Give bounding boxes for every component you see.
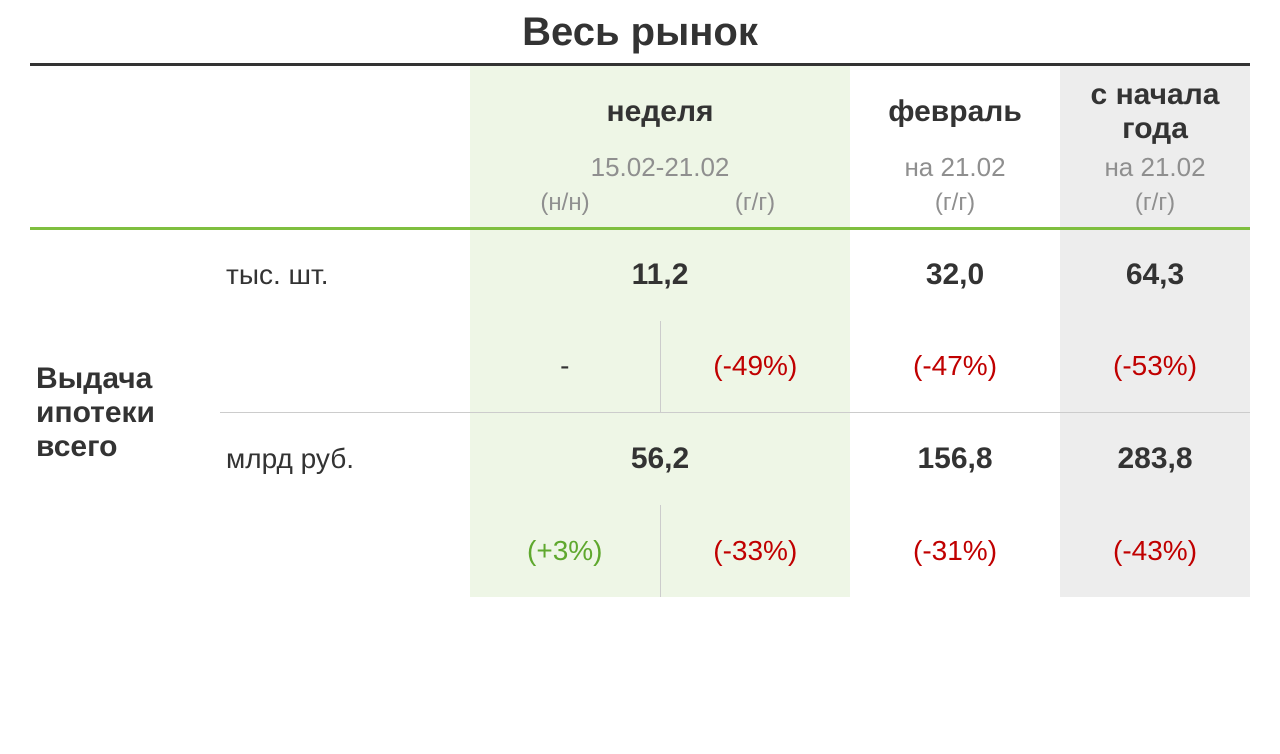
pct-week-gg-1: (-49%) <box>660 321 850 413</box>
table-container: неделя февраль с начала года 15.02-21.02… <box>30 63 1250 597</box>
header-row-dates: 15.02-21.02 на 21.02 на 21.02 <box>30 150 1250 185</box>
value-ytd-2: 283,8 <box>1060 413 1250 505</box>
col-header-ytd: с начала года <box>1060 66 1250 150</box>
col-sub-february: на 21.02 <box>850 150 1060 185</box>
col-sub-ytd: на 21.02 <box>1060 150 1250 185</box>
header-row-periods: неделя февраль с начала года <box>30 66 1250 150</box>
col-header-week: неделя <box>470 66 850 150</box>
pct-february-1: (-47%) <box>850 321 1060 413</box>
metric-unit-1: тыс. шт. <box>220 229 470 321</box>
value-february-1: 32,0 <box>850 229 1060 321</box>
col-cmp-ytd: (г/г) <box>1060 185 1250 229</box>
col-cmp-week-gg: (г/г) <box>660 185 850 229</box>
data-table: неделя февраль с начала года 15.02-21.02… <box>30 66 1250 597</box>
pct-ytd-1: (-53%) <box>1060 321 1250 413</box>
value-week-1: 11,2 <box>470 229 850 321</box>
value-february-2: 156,8 <box>850 413 1060 505</box>
pct-week-nn-1: - <box>470 321 660 413</box>
metric-row-values-1: Выдача ипотеки всего тыс. шт. 11,2 32,0 … <box>30 229 1250 321</box>
row-group-label: Выдача ипотеки всего <box>30 229 220 597</box>
col-sub-week: 15.02-21.02 <box>470 150 850 185</box>
page-title: Весь рынок <box>30 10 1250 55</box>
pct-week-nn-2: (+3%) <box>470 505 660 597</box>
metric-unit-2: млрд руб. <box>220 413 470 505</box>
value-ytd-1: 64,3 <box>1060 229 1250 321</box>
col-cmp-february: (г/г) <box>850 185 1060 229</box>
pct-february-2: (-31%) <box>850 505 1060 597</box>
pct-ytd-2: (-43%) <box>1060 505 1250 597</box>
col-cmp-week-nn: (н/н) <box>470 185 660 229</box>
value-week-2: 56,2 <box>470 413 850 505</box>
pct-week-gg-2: (-33%) <box>660 505 850 597</box>
col-header-february: февраль <box>850 66 1060 150</box>
header-row-compare: (н/н) (г/г) (г/г) (г/г) <box>30 185 1250 229</box>
